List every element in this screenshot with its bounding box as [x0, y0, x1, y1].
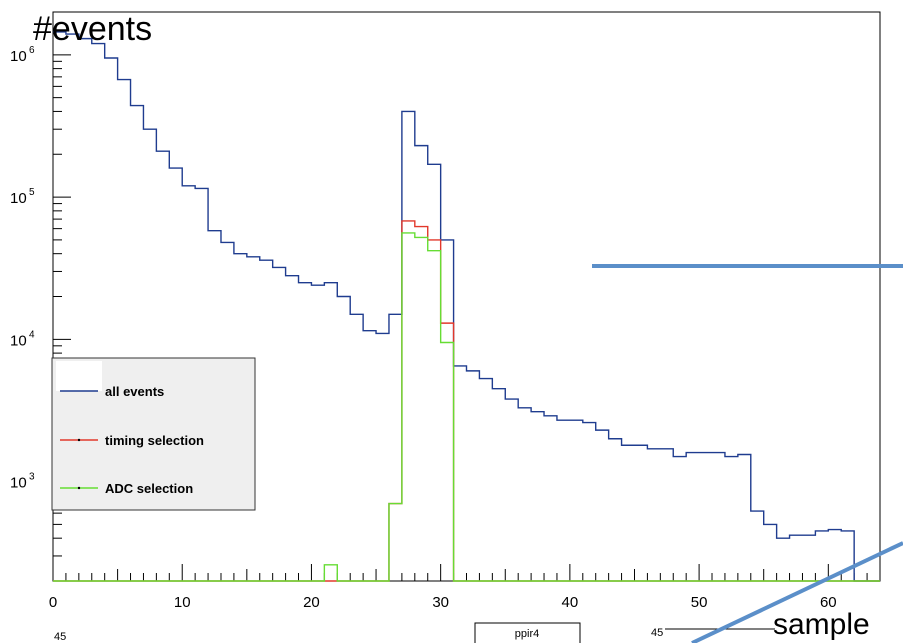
- x-tick-label: 20: [303, 594, 320, 611]
- legend-highlight: [56, 361, 102, 391]
- series-ADC-selection-line: [53, 232, 880, 582]
- bottom-small-number-left: 45: [54, 631, 66, 643]
- y-axis-label: #events: [33, 10, 152, 48]
- y-tick-exponent: 3: [29, 472, 35, 483]
- bottom-small-number-right: 45: [651, 627, 663, 639]
- legend-label: ADC selection: [105, 481, 193, 496]
- x-axis-label: sample: [773, 608, 870, 641]
- y-tick-exponent: 6: [29, 45, 35, 56]
- bottom-strip: 45 ppir4 45: [54, 622, 775, 643]
- legend-marker: [77, 438, 81, 442]
- y-tick-label: 10: [10, 475, 27, 492]
- x-tick-label: 40: [562, 594, 579, 611]
- x-tick-label: 50: [691, 594, 708, 611]
- y-tick-exponent: 5: [29, 187, 35, 198]
- x-axis-ticks: 0 10 20 30 40 50 60: [49, 564, 881, 611]
- y-tick-label: 10: [10, 332, 27, 349]
- bottom-title-text: ppir4: [515, 628, 539, 640]
- y-tick-label: 10: [10, 48, 27, 65]
- x-tick-label: 60: [820, 594, 837, 611]
- x-tick-label: 10: [174, 594, 191, 611]
- overlay-lines: [592, 264, 903, 643]
- y-tick-label: 10: [10, 190, 27, 207]
- legend-marker: [77, 486, 81, 490]
- overlay-diagonal-line: [691, 541, 903, 643]
- x-tick-label: 0: [49, 594, 57, 611]
- histogram-series: [53, 31, 880, 582]
- x-tick-label: 30: [432, 594, 449, 611]
- legend-label: all events: [105, 384, 164, 399]
- legend: all events timing selection ADC selection: [51, 357, 256, 511]
- bottom-title-box: [474, 622, 581, 643]
- y-tick-exponent: 4: [29, 329, 35, 340]
- legend-label: timing selection: [105, 433, 204, 448]
